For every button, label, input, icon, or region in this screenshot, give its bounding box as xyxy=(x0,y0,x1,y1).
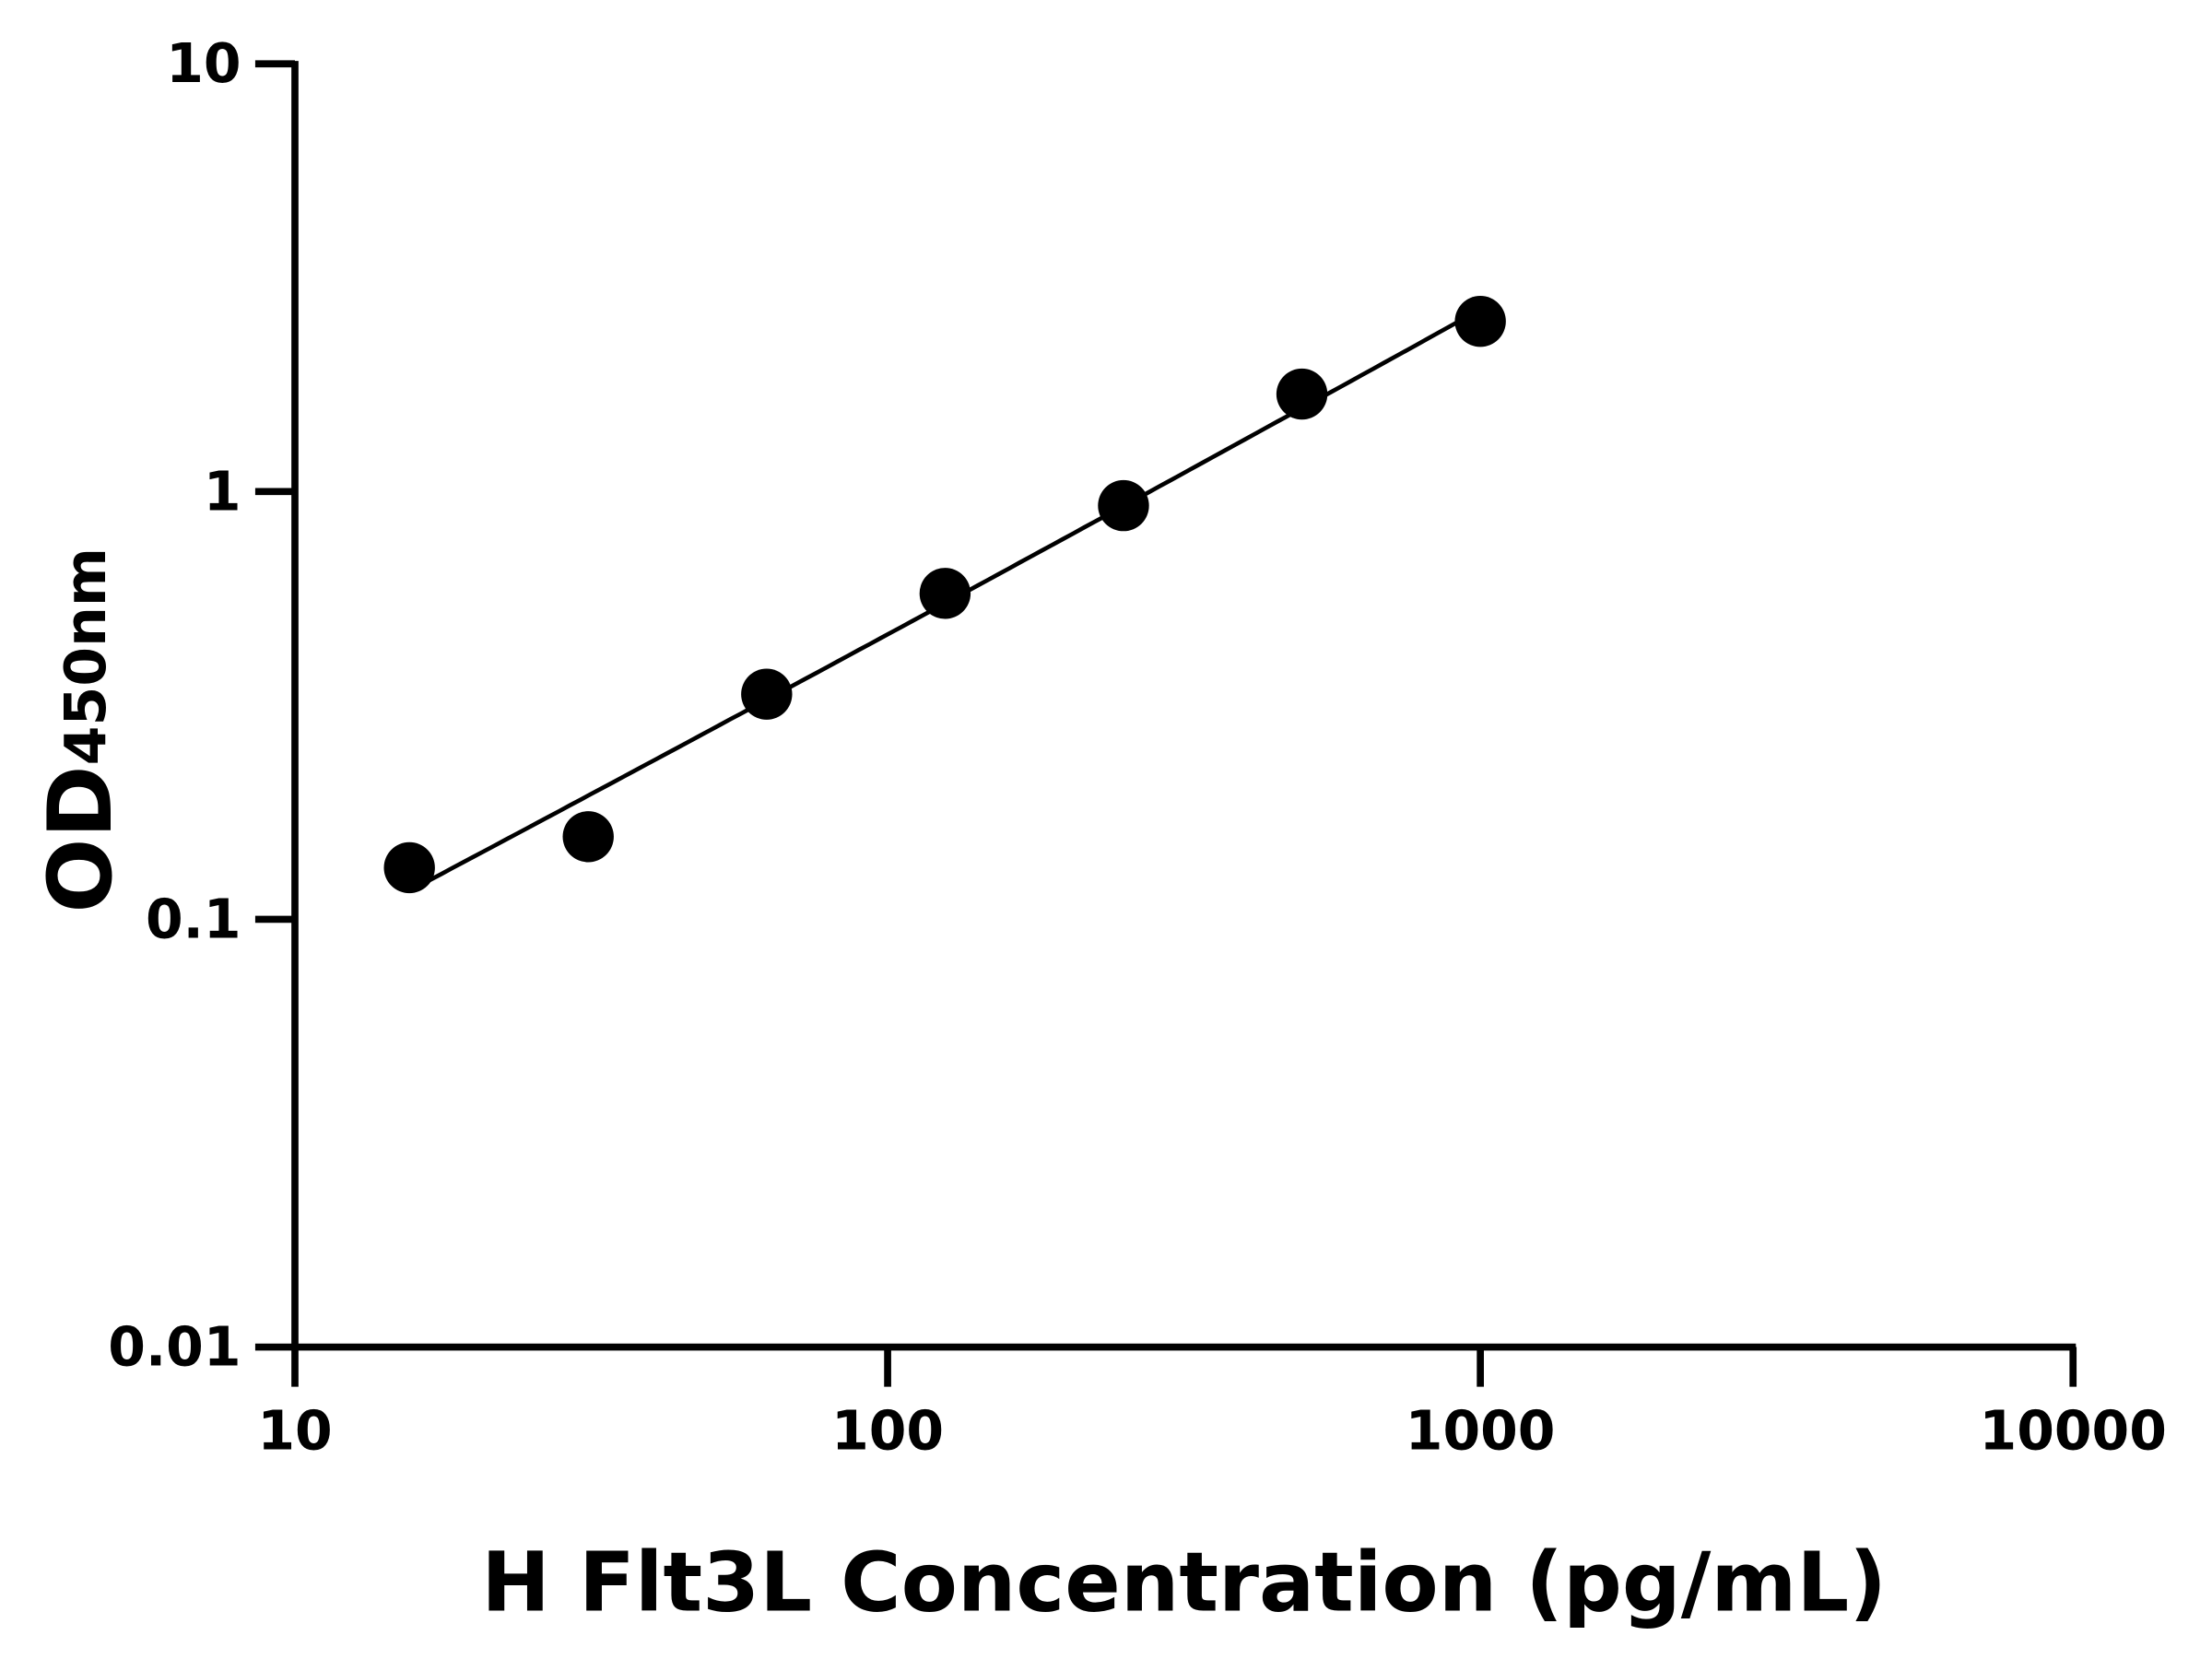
data-point xyxy=(562,811,614,863)
x-axis-label: H Flt3L Concentration (pg/mL) xyxy=(481,1535,1887,1631)
data-point xyxy=(1098,479,1149,532)
data-point xyxy=(1276,368,1328,420)
y-tick-label: 0.1 xyxy=(146,888,241,950)
y-tick-label: 1 xyxy=(204,460,241,523)
data-point xyxy=(919,568,971,619)
y-tick-label: 10 xyxy=(166,32,241,95)
y-axis-label: OD450nm xyxy=(29,547,132,913)
y-axis-label-main: OD xyxy=(29,765,132,912)
data-point xyxy=(383,841,435,894)
data-point xyxy=(1454,295,1506,347)
x-tick-label: 10 xyxy=(257,1399,332,1462)
y-tick-label: 0.01 xyxy=(108,1316,241,1379)
x-tick-label: 10000 xyxy=(1980,1399,2167,1462)
data-point xyxy=(741,668,793,720)
x-tick-label: 100 xyxy=(831,1399,944,1462)
y-axis-label-sub: 450nm xyxy=(53,547,119,765)
x-tick-label: 1000 xyxy=(1406,1399,1556,1462)
axes xyxy=(291,61,2077,1351)
